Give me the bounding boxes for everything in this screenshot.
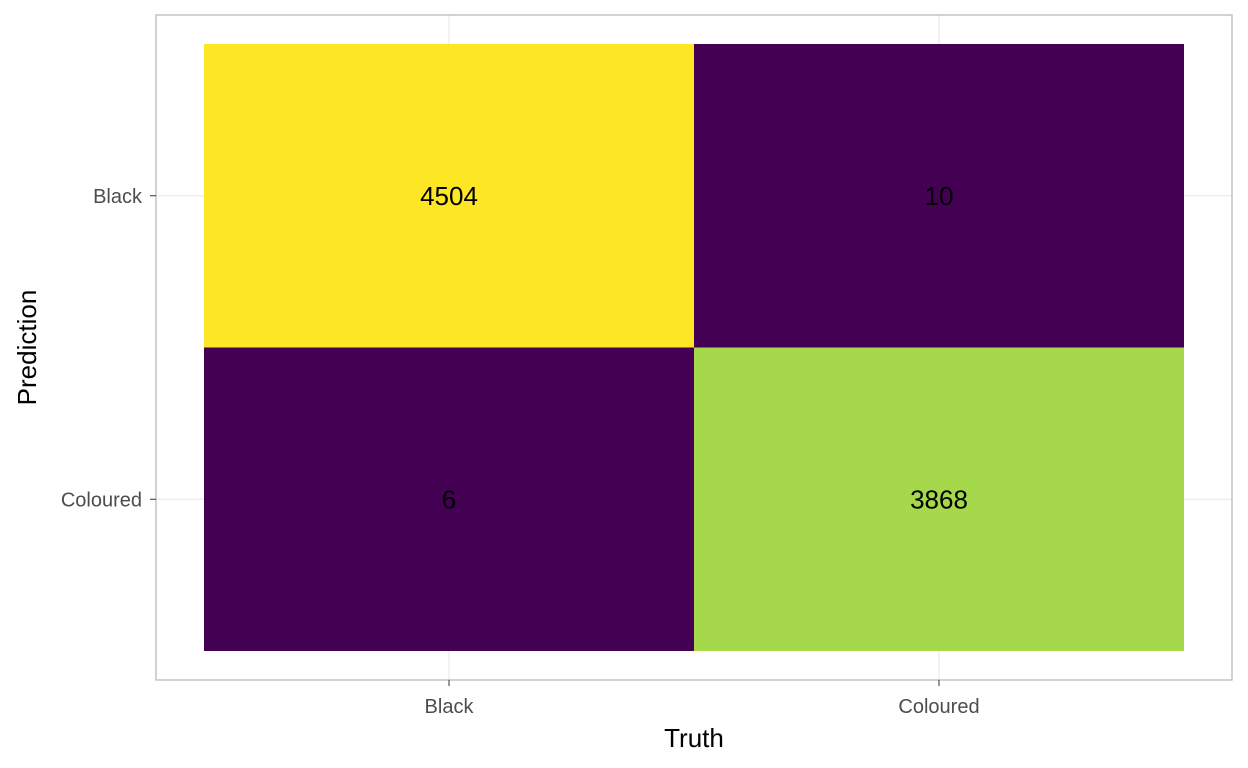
heatmap-cell (694, 44, 1184, 348)
heatmap-cell (204, 44, 694, 348)
heatmap-cell (694, 347, 1184, 651)
y-tick-label: Black (93, 186, 143, 208)
x-axis-ticks: Black Coloured (425, 680, 980, 718)
y-tick-label: Coloured (61, 489, 142, 511)
cell-value-label: 6 (442, 484, 456, 514)
cell-value-label: 10 (925, 181, 954, 211)
x-axis-title: Truth (664, 723, 724, 753)
heatmap-cell (204, 347, 694, 651)
panel-border (155, 14, 1233, 681)
cell-value-labels: 4504 10 6 3868 (420, 181, 968, 515)
y-axis-title: Prediction (12, 290, 42, 406)
x-tick-label: Black (425, 696, 475, 718)
y-axis-ticks: Black Coloured (61, 186, 156, 511)
x-tick-label: Coloured (898, 696, 979, 718)
heatmap-cells (204, 44, 1184, 651)
cell-value-label: 4504 (420, 181, 478, 211)
cell-value-label: 3868 (910, 484, 968, 514)
